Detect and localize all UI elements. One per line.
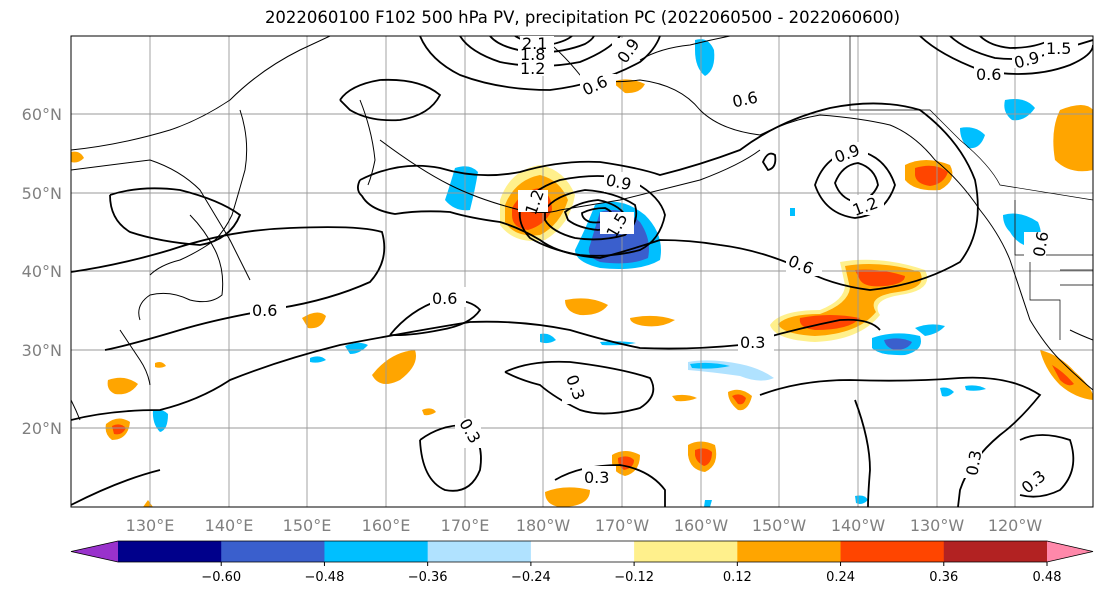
colorbar-tick-label: 0.24	[826, 570, 855, 585]
contour-label: 0.6	[432, 289, 457, 308]
colorbar-tick-label: 0.12	[723, 570, 752, 585]
contour-label: 0.3	[962, 449, 985, 477]
lon-label: 170°W	[595, 516, 650, 535]
colorbar-tick-label: −0.24	[511, 570, 551, 585]
colorbar-swatch	[943, 541, 1048, 562]
lat-label: 60°N	[22, 105, 62, 124]
contour-label: 0.3	[584, 468, 609, 487]
contour-label: 0.9	[604, 170, 633, 194]
lon-label: 120°W	[988, 516, 1043, 535]
colorbar: −0.60 −0.48 −0.36 −0.24 −0.12 0.12 0.24 0.36 0.4…	[70, 540, 1094, 585]
contour-label: 0.6	[976, 65, 1001, 84]
colorbar-swatch	[427, 541, 532, 562]
colorbar-swatch	[118, 541, 222, 562]
graticule	[71, 36, 1093, 507]
political-borders	[849, 36, 1093, 340]
colorbar-swatch	[324, 541, 429, 562]
map-title: 2022060100 F102 500 hPa PV, precipitatio…	[264, 8, 901, 27]
colorbar-swatch	[221, 541, 325, 562]
colorbar-outline	[70, 540, 1094, 563]
colorbar-swatch	[737, 541, 842, 562]
contour-label: 0.6	[1029, 230, 1052, 258]
lon-label: 130°E	[126, 516, 175, 535]
colorbar-tick-label: 0.48	[1033, 570, 1062, 585]
colorbar-swatch	[634, 541, 738, 562]
lon-label: 180°W	[516, 516, 571, 535]
map-panel	[70, 35, 1094, 508]
colorbar-tick-label: −0.48	[305, 570, 345, 585]
contour-label: 2.1	[522, 34, 547, 53]
precipitation-shading	[71, 39, 1093, 507]
colorbar-tick-label: −0.12	[614, 570, 654, 585]
lon-label: 140°E	[205, 516, 254, 535]
colorbar-extension-min	[71, 541, 118, 562]
contour-label: 1.2	[520, 59, 545, 78]
lon-label: 160°E	[362, 516, 411, 535]
lat-label: 50°N	[22, 184, 62, 203]
contour-label: 0.6	[731, 88, 760, 112]
latitude-labels: 60°N 50°N 40°N 30°N 20°N	[22, 105, 62, 438]
lat-label: 40°N	[22, 262, 62, 281]
pv-contours	[71, 36, 1093, 507]
colorbar-swatch	[530, 541, 635, 562]
colorbar-swatch	[840, 541, 945, 562]
lon-label: 150°W	[752, 516, 807, 535]
contour-label: 1.8	[520, 45, 545, 64]
longitude-labels: 130°E 140°E 150°E 160°E 170°E 180°W 170°…	[126, 516, 1043, 535]
lat-label: 20°N	[22, 419, 62, 438]
contour-label: 0.3	[740, 333, 765, 352]
lon-label: 130°W	[910, 516, 965, 535]
lon-label: 150°E	[283, 516, 332, 535]
lon-label: 140°W	[831, 516, 886, 535]
colorbar-extension-max	[1047, 541, 1093, 562]
contour-label: 0.6	[252, 301, 277, 320]
lon-label: 170°E	[441, 516, 490, 535]
colorbar-tick-label: −0.60	[201, 570, 241, 585]
colorbar-tick-label: −0.36	[408, 570, 448, 585]
contour-label: 1.5	[1046, 39, 1071, 58]
colorbar-tick-label: 0.36	[929, 570, 958, 585]
coastlines	[71, 36, 1093, 421]
lon-label: 160°W	[674, 516, 729, 535]
lat-label: 30°N	[22, 341, 62, 360]
